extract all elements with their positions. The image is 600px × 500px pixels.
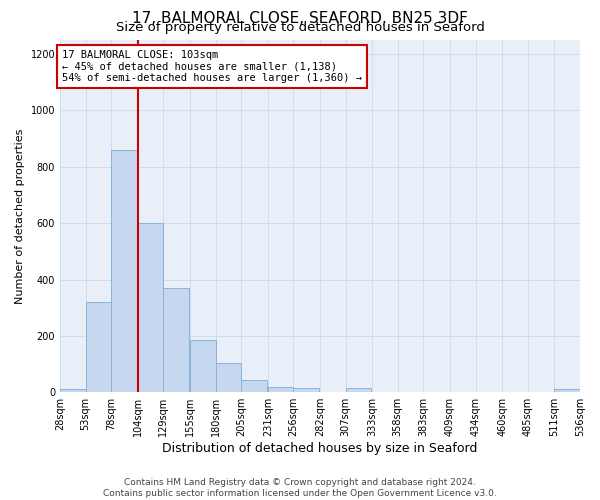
Bar bbox=[346, 388, 371, 392]
Bar bbox=[215, 362, 241, 392]
Text: Size of property relative to detached houses in Seaford: Size of property relative to detached ho… bbox=[116, 22, 484, 35]
Text: 17 BALMORAL CLOSE: 103sqm
← 45% of detached houses are smaller (1,138)
54% of se: 17 BALMORAL CLOSE: 103sqm ← 45% of detac… bbox=[62, 50, 362, 83]
Text: 17, BALMORAL CLOSE, SEAFORD, BN25 3DF: 17, BALMORAL CLOSE, SEAFORD, BN25 3DF bbox=[132, 11, 468, 26]
Bar bbox=[111, 150, 137, 392]
Bar bbox=[190, 340, 215, 392]
Bar bbox=[138, 223, 163, 392]
Bar bbox=[554, 390, 580, 392]
Bar bbox=[163, 288, 189, 392]
Y-axis label: Number of detached properties: Number of detached properties bbox=[15, 128, 25, 304]
Text: Contains HM Land Registry data © Crown copyright and database right 2024.
Contai: Contains HM Land Registry data © Crown c… bbox=[103, 478, 497, 498]
X-axis label: Distribution of detached houses by size in Seaford: Distribution of detached houses by size … bbox=[163, 442, 478, 455]
Bar bbox=[268, 386, 293, 392]
Bar bbox=[293, 388, 319, 392]
Bar bbox=[60, 390, 86, 392]
Bar bbox=[241, 380, 267, 392]
Bar bbox=[86, 302, 111, 392]
